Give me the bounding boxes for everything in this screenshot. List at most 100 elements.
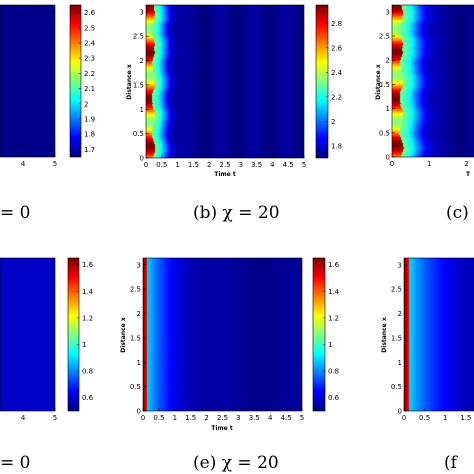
- colorbar-tick-label-e: 1: [328, 341, 332, 349]
- y-tick-label-f: 2.5: [391, 286, 402, 294]
- y-tick-label-c: 2.5: [379, 32, 390, 40]
- xlabel-e: Time t: [211, 425, 233, 432]
- ylabel-b: Distance x: [126, 64, 133, 100]
- x-tick-label-f: 1.5: [460, 414, 471, 422]
- x-tick-label-b: 2: [207, 161, 211, 169]
- y-tick-label-e: 2: [137, 310, 141, 318]
- colorbar-tick-label-e: 1.2: [328, 314, 339, 322]
- colorbar-tick-label-a: 2.3: [84, 55, 95, 63]
- caption-f: (f: [444, 453, 459, 473]
- y-tick-label-f: 3: [398, 261, 402, 269]
- colorbar-tick-label-a: 1.7: [84, 146, 95, 154]
- ylabel-f: Distance x: [381, 317, 388, 353]
- x-tick-label-e: 4.5: [281, 414, 292, 422]
- y-tick-label-c: 1.5: [379, 81, 390, 89]
- colorbar-tick-label-a: 2.1: [84, 85, 95, 93]
- colorbar-b: [316, 5, 328, 158]
- colorbar-tick-label-e: 1.6: [328, 261, 340, 269]
- x-tick-label-e: 2: [204, 414, 208, 422]
- y-tick-label-e: 0: [137, 408, 141, 416]
- x-tick-label-b: 0.5: [156, 161, 167, 169]
- x-tick-label-e: 5: [300, 414, 304, 422]
- y-tick-label-c: 0: [386, 154, 390, 162]
- y-tick-label-f: 1.5: [391, 334, 402, 342]
- x-tick-label-e: 0.5: [153, 414, 164, 422]
- colorbar-tick-label-a: 2.6: [84, 9, 96, 17]
- colorbar-tick-label-e: 0.6: [328, 394, 340, 402]
- x-tick-label-e: 1: [173, 414, 177, 422]
- panel-b: 0 0.5 1 1.5 2 2.5 3 3.5 4 4.5 5 0 0.5 1 1.5 2 2.5 3 Time …: [126, 4, 343, 223]
- colorbar-tick-label-b: 1.8: [331, 142, 342, 150]
- panel-a: 4 5 2.6 2.5 2.4 2.3 2.2 2.1 2 1.9 1.8 1.7 = 0: [0, 4, 96, 223]
- heatmap-a: [0, 5, 55, 157]
- y-tick-label-f: 0: [398, 408, 402, 416]
- x-tick-label-b: 1: [175, 161, 179, 169]
- panel-e: 0 0.5 1 1.5 2 2.5 3 3.5 4 4.5 5 0 0.5 1 1.5 2 2.5 3 Time …: [120, 257, 340, 473]
- x-tick-label-b: 3.5: [251, 161, 262, 169]
- colorbar-tick-label-e: 1.4: [328, 288, 340, 296]
- y-tick-label-e: 2.5: [130, 286, 141, 294]
- x-tick-label-b: 2.5: [219, 161, 230, 169]
- caption-d: = 0: [0, 453, 30, 473]
- y-tick-label-b: 2.5: [133, 33, 144, 41]
- colorbar-tick-label-a: 2.4: [84, 40, 96, 48]
- x-tick-label-b: 3: [239, 161, 243, 169]
- colorbar-a: [70, 5, 81, 157]
- x-tick-label-e: 1.5: [185, 414, 196, 422]
- y-tick-label-b: 2: [140, 57, 144, 65]
- y-tick-label-c: 0.5: [379, 129, 390, 137]
- x-tick-label-e: 0: [141, 414, 145, 422]
- x-tick-label-c: 0: [390, 160, 394, 168]
- caption-e: (e) χ = 20: [193, 453, 279, 473]
- y-tick-label-e: 3: [137, 261, 141, 269]
- x-tick-label-b: 5: [302, 161, 306, 169]
- colorbar-tick-label-a: 1.8: [84, 131, 95, 139]
- colorbar-tick-label-b: 2: [331, 118, 335, 126]
- xlabel-c: T: [466, 171, 471, 178]
- colorbar-tick-label-a: 2: [84, 100, 88, 108]
- colorbar-tick-label-a: 1.9: [84, 116, 95, 124]
- x-tick-label-b: 4: [270, 161, 275, 169]
- y-tick-label-b: 0: [140, 155, 144, 163]
- colorbar-tick-label-a: 2.5: [84, 24, 95, 32]
- y-tick-label-b: 3: [140, 8, 144, 16]
- panel-d: 4 5 1.6 1.4 1.2 1 0.8 0.6 = 0: [0, 257, 94, 473]
- panel-f: 0 0.5 1 1.5 0 0.5 1 1.5 2 2.5 3 Distance x (f: [381, 257, 474, 473]
- x-tick-label-c: 2: [464, 160, 468, 168]
- colorbar-tick-label-d: 0.6: [82, 394, 94, 402]
- heatmap-d: [0, 258, 55, 411]
- colorbar-tick-label-d: 1.2: [82, 314, 93, 322]
- x-tick-label-d: 4: [21, 414, 26, 422]
- xlabel-b: Time t: [214, 171, 236, 178]
- y-tick-label-c: 1: [386, 105, 390, 113]
- y-tick-label-e: 1: [137, 359, 141, 367]
- x-tick-label-e: 4: [268, 414, 273, 422]
- ylabel-e: Distance x: [120, 317, 127, 353]
- colorbar-tick-label-d: 1.6: [82, 261, 94, 269]
- x-tick-label-c: 1: [427, 160, 431, 168]
- x-tick-label-e: 3: [236, 414, 240, 422]
- colorbar-tick-label-d: 1: [82, 341, 86, 349]
- x-tick-label-f: 0: [402, 414, 406, 422]
- x-tick-label-d: 5: [53, 414, 57, 422]
- colorbar-tick-label-e: 0.8: [328, 368, 339, 376]
- caption-a: = 0: [0, 203, 30, 223]
- x-tick-label-b: 0: [144, 161, 148, 169]
- colorbar-tick-label-b: 2.8: [331, 20, 342, 28]
- x-tick-label-a: 5: [53, 160, 57, 168]
- y-tick-label-b: 1.5: [133, 81, 144, 89]
- colorbar-e: [313, 258, 325, 411]
- heatmap-c: [392, 5, 474, 157]
- colorbar-d: [68, 258, 79, 411]
- ylabel-c: Distance x: [375, 64, 382, 100]
- y-tick-label-b: 0.5: [133, 130, 144, 138]
- y-tick-label-b: 1: [140, 106, 144, 114]
- x-tick-label-f: 1: [443, 414, 447, 422]
- caption-c: (c): [446, 203, 469, 223]
- y-tick-label-e: 1.5: [130, 334, 141, 342]
- heatmap-e: [143, 258, 302, 411]
- y-tick-label-c: 2: [386, 57, 390, 65]
- x-tick-label-e: 2.5: [217, 414, 228, 422]
- heatmap-b: [146, 5, 304, 158]
- x-tick-label-f: 0.5: [419, 414, 430, 422]
